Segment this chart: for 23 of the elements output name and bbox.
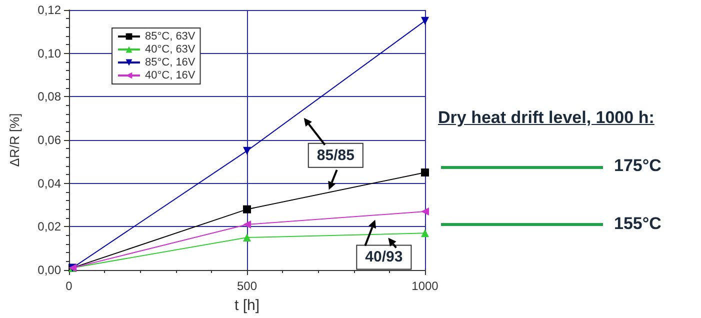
- x-tick-label: 500: [236, 279, 258, 293]
- y-axis-title: ΔR/R [%]: [7, 113, 22, 167]
- x-tick-label: 1000: [412, 279, 439, 293]
- y-tick-label: 0,04: [38, 176, 62, 190]
- text: Dry heat drift level, 1000 h:: [438, 108, 654, 128]
- legend-label: 40°C, 16V: [145, 70, 196, 82]
- y-tick-label: 0,00: [38, 263, 62, 277]
- y-tick-label: 0,06: [38, 133, 62, 147]
- legend-label: 85°C, 16V: [145, 56, 196, 68]
- text: 175°C: [614, 156, 662, 176]
- y-tick-label: 0,02: [38, 220, 62, 234]
- x-tick-label: 0: [66, 279, 73, 293]
- y-tick-label: 0,10: [38, 46, 62, 60]
- annotation: 85/85: [316, 146, 354, 164]
- legend-label: 40°C, 63V: [145, 44, 196, 56]
- legend-label: 85°C, 63V: [145, 30, 196, 42]
- point: [243, 205, 251, 214]
- y-tick-label: 0,12: [38, 3, 62, 17]
- annotation: 40/93: [365, 248, 403, 266]
- point: [421, 168, 429, 176]
- x-axis-title: t [h]: [234, 297, 260, 314]
- text: 155°C: [614, 214, 662, 234]
- y-tick-label: 0,08: [38, 90, 62, 104]
